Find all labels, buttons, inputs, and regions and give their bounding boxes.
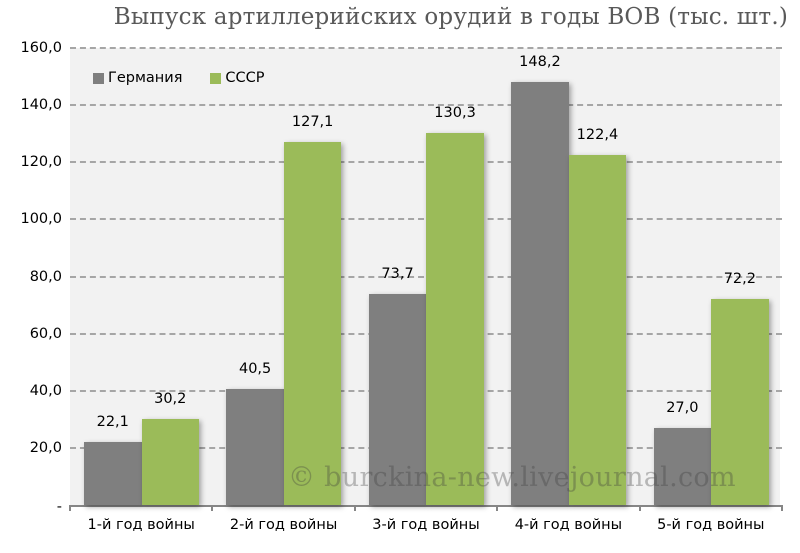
y-tick-label: 120,0 [20,154,62,171]
bar-ussr [711,298,769,505]
legend-label: Германия [108,70,183,86]
data-label: 27,0 [666,399,699,416]
legend-item-ussr: СССР [210,70,265,86]
x-tick-mark [211,505,214,511]
gridline [70,218,782,221]
bar-ussr [141,418,199,505]
y-tick-label: 80,0 [29,268,62,285]
data-label: 40,5 [238,361,272,378]
gridline [70,275,782,278]
ussr-swatch-icon [210,72,222,84]
x-tick-label: 4-й год войны [514,517,623,533]
data-label: 148,2 [519,53,561,70]
bar-ussr [426,132,484,505]
bar-ussr [283,141,342,505]
y-tick-label: 40,0 [29,382,62,399]
bar-germany [84,441,142,505]
legend-item-germany: Германия [93,70,182,86]
x-tick-label: 1-й год войны [87,517,195,533]
data-label: 73,7 [381,266,414,283]
germany-swatch-icon [93,72,104,84]
y-tick-label: 60,0 [29,325,62,342]
data-label: 127,1 [291,113,334,130]
x-tick-label: 2-й год войны [229,517,338,533]
legend: Германия СССР [93,70,265,86]
bar-germany [368,294,427,505]
legend-label: СССР [225,70,265,86]
data-label: 72,2 [723,270,756,287]
data-label: 130,3 [434,104,476,121]
gridline [70,104,782,107]
watermark: © burckina-new.livejournal.com [288,462,736,493]
bar-germany [653,427,712,505]
y-tick-label: 160,0 [20,40,62,56]
bar-germany [511,81,569,505]
x-tick-mark [638,505,641,511]
data-label: 30,2 [154,390,187,407]
y-tick-label: 100,0 [20,211,62,228]
y-tick-label: - [56,499,62,515]
y-tick-label: 20,0 [29,439,62,456]
x-tick-mark [781,505,783,511]
x-tick-mark [496,505,499,511]
chart-title: Выпуск артиллерийских орудий в годы ВОВ … [113,4,788,30]
bar-ussr [568,155,627,505]
y-tick-label: 140,0 [20,97,62,114]
data-label: 122,4 [576,127,619,144]
x-axis-line [70,505,782,507]
gridline [70,161,782,164]
bar-germany [226,389,284,505]
gridline [70,47,782,49]
x-tick-mark [353,505,356,511]
x-tick-label: 3-й год войны [372,517,480,533]
x-tick-mark [69,505,71,511]
x-tick-label: 5-й год войны [657,517,765,533]
data-label: 22,1 [96,413,129,430]
